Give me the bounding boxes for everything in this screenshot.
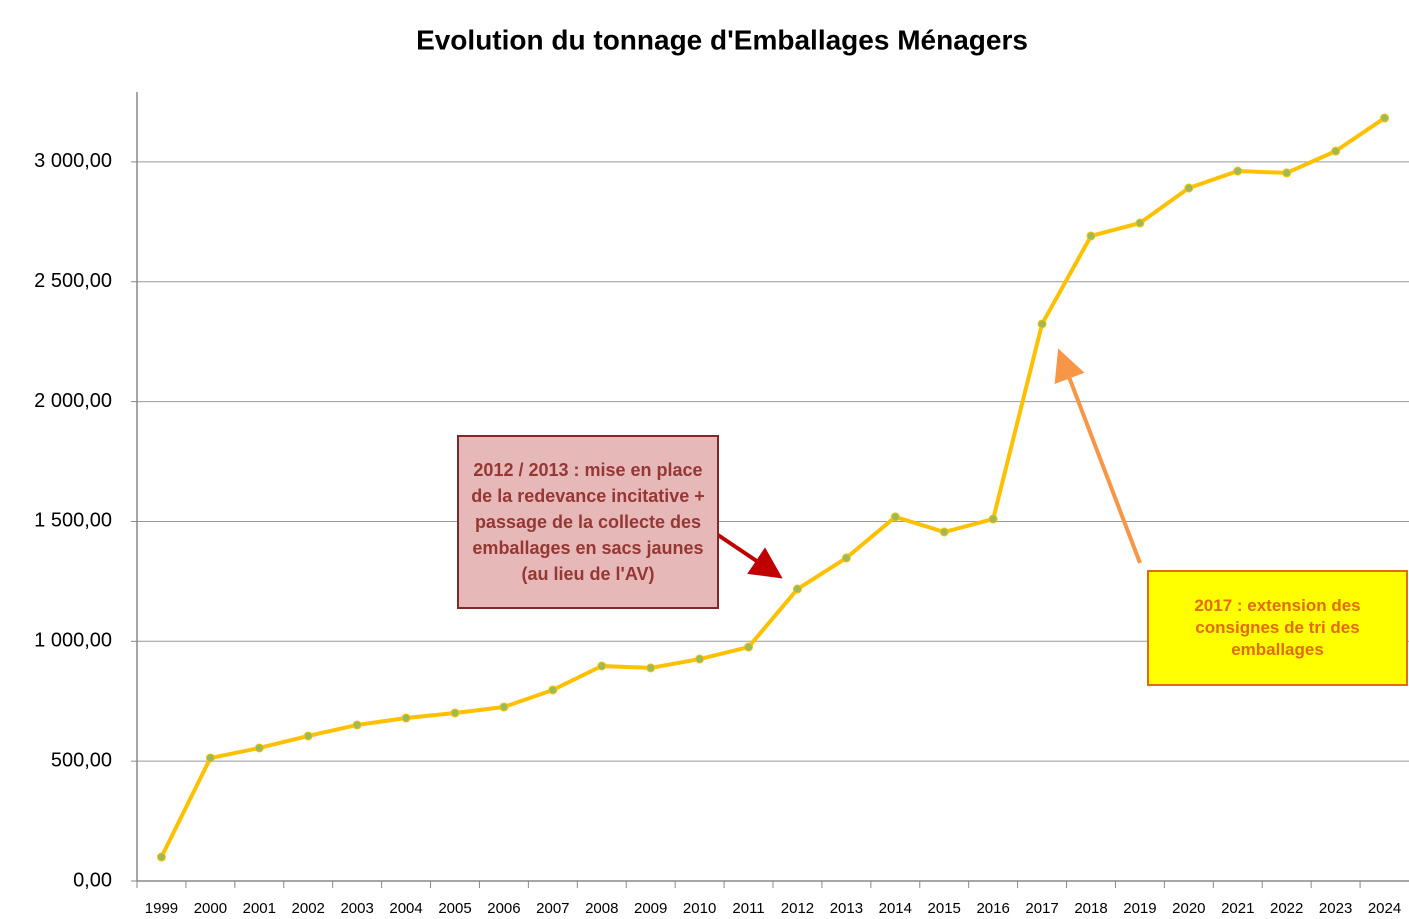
data-point [499,702,509,712]
data-point [450,708,460,718]
x-tick-label: 2003 [340,900,373,917]
data-point [646,663,656,673]
data-point [1282,168,1292,178]
data-point [1037,319,1047,329]
x-tick-label: 2017 [1025,900,1058,917]
data-point [401,713,411,723]
x-tick-label: 2024 [1368,900,1401,917]
x-tick-label: 2002 [292,900,325,917]
x-tick-label: 2016 [976,900,1009,917]
annotation-box: 2012 / 2013 : mise en place de la redeva… [457,435,719,609]
x-tick-label: 2006 [487,900,520,917]
data-point [597,661,607,671]
data-point [1233,166,1243,176]
data-point [205,753,215,763]
data-point [988,514,998,524]
data-point [695,654,705,664]
data-point [890,512,900,522]
data-line [159,116,1386,858]
chart-title: Evolution du tonnage d'Emballages Ménage… [416,24,1028,55]
x-tick-label: 2018 [1074,900,1107,917]
data-point [1380,113,1390,123]
y-tick-label: 0,00 [73,869,112,891]
x-tick-label: 2008 [585,900,618,917]
y-tick-label: 500,00 [51,749,112,771]
annotation-arrow [716,533,783,579]
x-tick-label: 2004 [389,900,422,917]
data-point [352,720,362,730]
x-tick-label: 2019 [1123,900,1156,917]
x-tick-label: 2020 [1172,900,1205,917]
y-tick-label: 1 000,00 [34,630,112,652]
x-tick-label: 2011 [732,900,764,917]
data-point [254,743,264,753]
x-tick-label: 2007 [536,900,569,917]
x-tick-label: 2023 [1319,900,1352,917]
data-point [303,731,313,741]
data-point [744,642,754,652]
x-tick-label: 2009 [634,900,667,917]
data-point [156,852,166,862]
x-tick-label: 2000 [194,900,227,917]
data-point [548,685,558,695]
x-tick-label: 2013 [830,900,863,917]
x-tick-label: 2014 [879,900,912,917]
data-point [1331,146,1341,156]
data-point [841,553,851,563]
x-tick-label: 2021 [1221,900,1254,917]
data-point [939,527,949,537]
x-tick-label: 2022 [1270,900,1303,917]
y-tick-label: 2 000,00 [34,390,112,412]
y-tick-label: 1 500,00 [34,510,112,532]
annotation-box: 2017 : extension des consignes de tri de… [1147,570,1408,686]
y-tick-label: 3 000,00 [34,150,112,172]
x-tick-label: 2015 [928,900,961,917]
x-tick-label: 2012 [781,900,814,917]
x-tick-label: 2001 [243,900,276,917]
y-tick-label: 2 500,00 [34,270,112,292]
x-tick-label: 1999 [145,900,178,917]
x-tick-label: 2005 [438,900,471,917]
data-point [1135,218,1145,228]
data-point [1184,183,1194,193]
data-point [1086,231,1096,241]
data-point [792,584,802,594]
annotation-arrow [1054,348,1142,564]
x-tick-label: 2010 [683,900,716,917]
